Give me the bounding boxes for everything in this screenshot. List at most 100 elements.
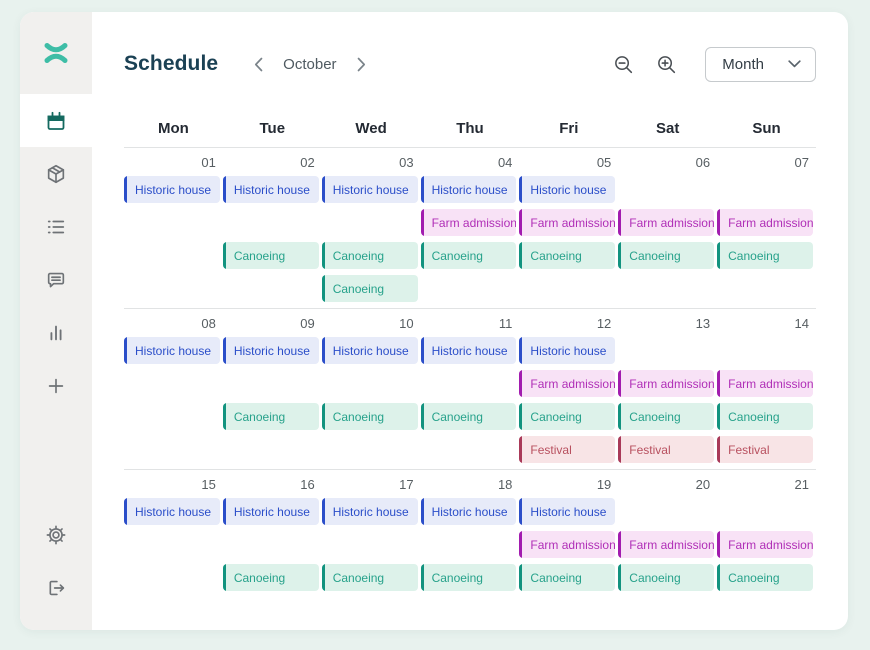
day-header: Fri bbox=[559, 120, 579, 137]
week-row: 15 16 17 18 19 20 21 Historic house Historic hou… bbox=[124, 469, 816, 591]
bar-chart-icon bbox=[50, 325, 62, 340]
event-bar-historic[interactable]: Historic house bbox=[124, 176, 220, 203]
event-bar-canoe[interactable]: Canoeing bbox=[420, 564, 517, 591]
sidebar-item-products[interactable] bbox=[20, 147, 92, 200]
event-bar-canoe[interactable]: Canoeing bbox=[717, 403, 813, 430]
event-bar-farm[interactable]: Farm admission bbox=[519, 370, 616, 397]
event-bar-historic[interactable]: Historic house bbox=[519, 337, 616, 364]
event-label: Canoeing bbox=[233, 409, 286, 424]
event-bar-historic[interactable]: Historic house bbox=[222, 176, 319, 203]
event-bar-canoe[interactable]: Canoeing bbox=[618, 564, 715, 591]
event-bar-historic[interactable]: Historic house bbox=[420, 176, 517, 203]
event-bar-farm[interactable]: Farm admission bbox=[618, 209, 715, 236]
sidebar-item-schedule[interactable] bbox=[20, 94, 92, 147]
package-icon bbox=[47, 164, 65, 183]
date-number: 14 bbox=[794, 316, 809, 331]
event-bar-canoe[interactable]: Canoeing bbox=[321, 564, 418, 591]
event-bar-farm[interactable]: Farm admission bbox=[519, 531, 616, 558]
event-label: Canoeing bbox=[728, 409, 780, 424]
event-bar-historic[interactable]: Historic house bbox=[321, 337, 418, 364]
event-bar-canoe[interactable]: Canoeing bbox=[717, 564, 813, 591]
sidebar-item-logout[interactable] bbox=[20, 561, 92, 614]
event-bar-farm[interactable]: Farm admission bbox=[717, 531, 813, 558]
event-bar-historic[interactable]: Historic house bbox=[519, 498, 616, 525]
event-label: Farm admission bbox=[530, 215, 616, 230]
event-bar-canoe[interactable]: Canoeing bbox=[321, 275, 418, 302]
view-mode-dropdown[interactable]: Month bbox=[705, 46, 816, 82]
sidebar-item-reports[interactable] bbox=[20, 306, 92, 359]
event-bar-canoe[interactable]: Canoeing bbox=[420, 242, 517, 269]
day-header: Tue bbox=[259, 120, 286, 137]
event-bar-historic[interactable]: Historic house bbox=[321, 498, 418, 525]
sidebar-spacer bbox=[20, 412, 92, 508]
event-label: Farm admission bbox=[728, 215, 813, 230]
sidebar-item-settings[interactable] bbox=[20, 508, 92, 561]
date-number: 05 bbox=[596, 155, 612, 170]
event-bar-farm[interactable]: Farm admission bbox=[420, 209, 517, 236]
event-bar-canoe[interactable]: Canoeing bbox=[519, 564, 616, 591]
zoom-out-icon bbox=[615, 55, 633, 73]
event-accent-bar bbox=[618, 531, 622, 558]
sidebar-item-add[interactable] bbox=[20, 359, 92, 412]
event-bar-historic[interactable]: Historic house bbox=[420, 498, 517, 525]
event-bar-festival[interactable]: Festival bbox=[717, 436, 813, 463]
event-accent-bar bbox=[420, 242, 424, 269]
current-month-label: October bbox=[283, 55, 337, 73]
next-month-button[interactable] bbox=[351, 53, 372, 76]
event-bar-canoe[interactable]: Canoeing bbox=[618, 242, 715, 269]
list-icon bbox=[47, 220, 65, 233]
prev-month-button[interactable] bbox=[248, 53, 269, 76]
event-bar-historic[interactable]: Historic house bbox=[519, 176, 616, 203]
sidebar-item-messages[interactable] bbox=[20, 253, 92, 306]
event-accent-bar bbox=[222, 498, 226, 525]
event-label: Farm admission bbox=[629, 376, 715, 391]
event-bar-historic[interactable]: Historic house bbox=[222, 498, 319, 525]
event-bar-historic[interactable]: Historic house bbox=[124, 498, 220, 525]
zoom-out-button[interactable] bbox=[609, 50, 638, 79]
sidebar-item-list[interactable] bbox=[20, 200, 92, 253]
event-label: Canoeing bbox=[431, 248, 483, 263]
date-row: 15 16 17 18 19 20 21 bbox=[124, 470, 816, 498]
event-accent-bar bbox=[420, 564, 424, 591]
zoom-in-button[interactable] bbox=[652, 50, 681, 79]
event-bar-festival[interactable]: Festival bbox=[618, 436, 715, 463]
event-bar-farm[interactable]: Farm admission bbox=[618, 531, 715, 558]
event-bar-canoe[interactable]: Canoeing bbox=[222, 564, 319, 591]
event-bar-canoe[interactable]: Canoeing bbox=[420, 403, 517, 430]
zoom-in-icon bbox=[658, 55, 676, 73]
week-row: 01 02 03 04 05 06 07 Historic house Historic hou… bbox=[124, 147, 816, 302]
event-accent-bar bbox=[321, 498, 325, 525]
event-label: Canoeing bbox=[332, 409, 385, 424]
event-accent-bar bbox=[420, 498, 424, 525]
date-number: 16 bbox=[300, 477, 315, 492]
event-bar-farm[interactable]: Farm admission bbox=[618, 370, 715, 397]
event-label: Historic house bbox=[530, 343, 607, 358]
event-bar-canoe[interactable]: Canoeing bbox=[519, 242, 616, 269]
date-number: 17 bbox=[399, 477, 414, 492]
day-header: Sun bbox=[752, 120, 781, 137]
event-accent-bar bbox=[717, 531, 721, 558]
event-label: Canoeing bbox=[629, 409, 681, 424]
event-bar-historic[interactable]: Historic house bbox=[222, 337, 319, 364]
event-bar-canoe[interactable]: Canoeing bbox=[321, 403, 418, 430]
app-logo bbox=[20, 12, 92, 94]
date-row: 01 02 03 04 05 06 07 bbox=[124, 148, 816, 176]
event-accent-bar bbox=[420, 176, 424, 203]
event-label: Historic house bbox=[332, 504, 409, 519]
event-bar-canoe[interactable]: Canoeing bbox=[519, 403, 616, 430]
event-bar-canoe[interactable]: Canoeing bbox=[618, 403, 715, 430]
event-bar-canoe[interactable]: Canoeing bbox=[222, 242, 319, 269]
event-accent-bar bbox=[222, 242, 226, 269]
event-bar-canoe[interactable]: Canoeing bbox=[321, 242, 418, 269]
event-bar-canoe[interactable]: Canoeing bbox=[222, 403, 319, 430]
event-bar-historic[interactable]: Historic house bbox=[124, 337, 220, 364]
event-bar-farm[interactable]: Farm admission bbox=[717, 209, 813, 236]
event-slot-row: Farm admission Farm admission Farm admissi… bbox=[124, 209, 816, 236]
event-bar-farm[interactable]: Farm admission bbox=[519, 209, 616, 236]
event-accent-bar bbox=[420, 209, 424, 236]
event-bar-festival[interactable]: Festival bbox=[519, 436, 616, 463]
event-bar-canoe[interactable]: Canoeing bbox=[717, 242, 813, 269]
event-bar-historic[interactable]: Historic house bbox=[321, 176, 418, 203]
event-bar-historic[interactable]: Historic house bbox=[420, 337, 517, 364]
event-bar-farm[interactable]: Farm admission bbox=[717, 370, 813, 397]
